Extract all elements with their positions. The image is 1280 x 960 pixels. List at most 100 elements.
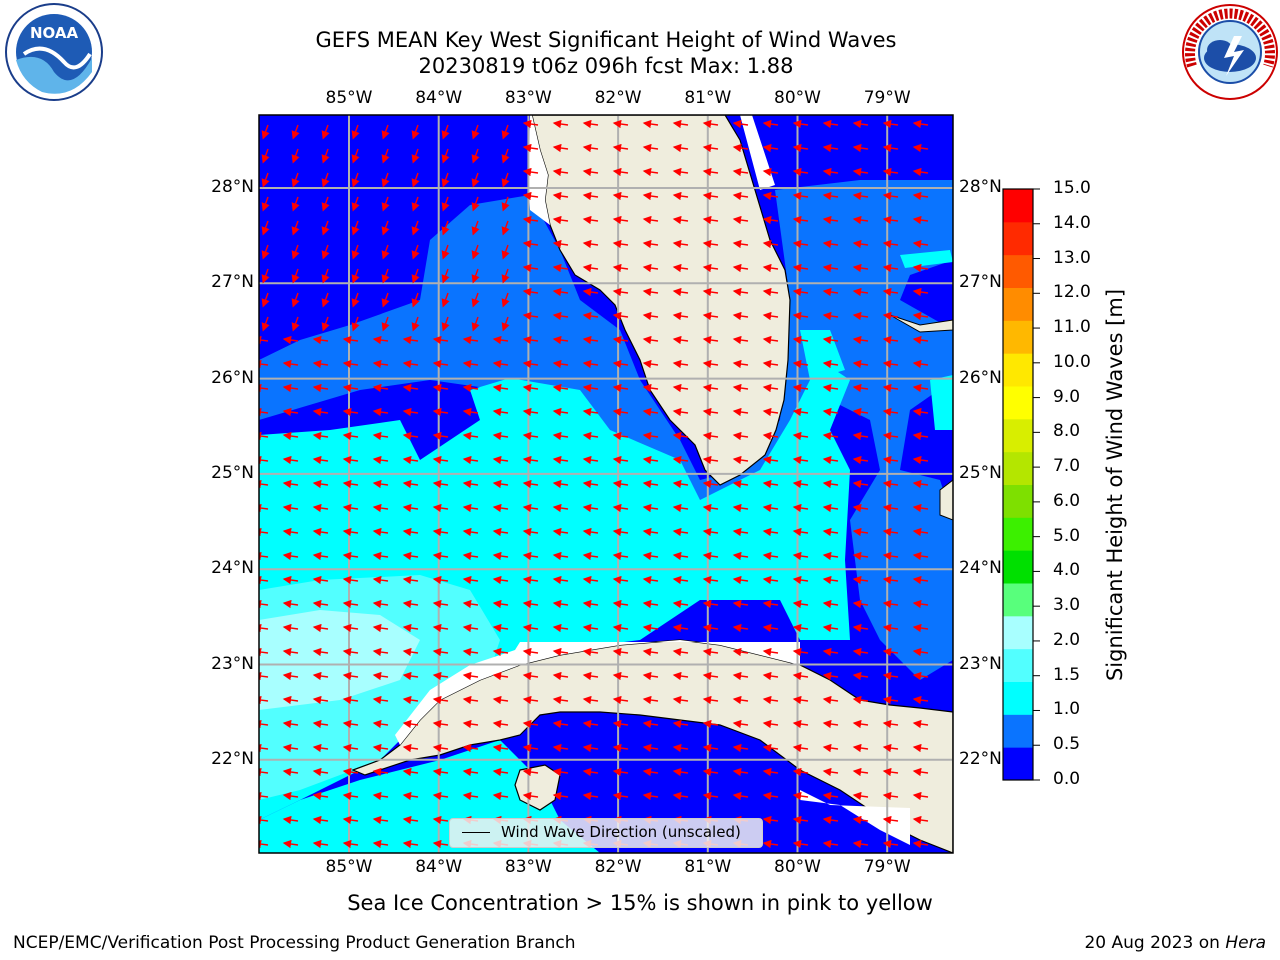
wind-wave-arrow	[732, 623, 749, 633]
wind-wave-arrow	[642, 647, 659, 657]
wind-wave-arrow	[672, 311, 689, 321]
wind-wave-arrow	[342, 383, 359, 393]
wind-wave-arrow	[552, 311, 569, 321]
wind-wave-arrow	[852, 287, 869, 297]
wind-wave-arrow	[381, 196, 390, 212]
latitude-label: 25°N	[959, 462, 1002, 483]
wind-wave-arrow	[582, 119, 599, 129]
wind-wave-arrow	[471, 220, 480, 236]
wind-wave-arrow	[411, 172, 420, 188]
wind-wave-arrow	[282, 719, 299, 729]
wind-wave-arrow	[732, 359, 749, 369]
wind-wave-arrow	[852, 335, 869, 345]
colorbar-segment	[1003, 747, 1033, 781]
wind-wave-arrow	[522, 455, 539, 465]
wind-wave-arrow	[822, 815, 839, 825]
wind-wave-arrow	[762, 743, 779, 753]
wind-wave-arrow	[912, 431, 929, 441]
wind-wave-arrow	[732, 311, 749, 321]
wind-wave-arrow	[402, 839, 419, 849]
wind-wave-arrow	[321, 172, 330, 188]
wind-wave-arrow	[522, 527, 539, 537]
colorbar-tick-label: 6.0	[1053, 490, 1081, 511]
wind-wave-arrow	[552, 119, 569, 129]
wind-wave-arrow	[912, 263, 929, 273]
wind-wave-arrow	[762, 359, 779, 369]
wind-wave-arrow	[912, 839, 929, 849]
wind-wave-arrow	[612, 719, 629, 729]
wind-wave-arrow	[792, 407, 809, 417]
wind-wave-arrow	[882, 119, 899, 129]
wind-wave-arrow	[702, 431, 719, 441]
wind-wave-arrow	[282, 767, 299, 777]
wind-wave-arrow	[492, 407, 509, 417]
wind-wave-arrow	[432, 431, 449, 441]
wind-wave-arrow	[702, 215, 719, 225]
wind-wave-arrow	[259, 335, 269, 345]
wind-wave-arrow	[471, 316, 480, 332]
wind-wave-arrow	[912, 671, 929, 681]
longitude-label: 81°W	[684, 857, 732, 877]
wind-wave-arrow	[259, 791, 269, 801]
wind-wave-arrow	[291, 172, 300, 188]
wind-wave-arrow	[261, 196, 270, 212]
wind-wave-arrow	[702, 455, 719, 465]
colorbar-tick-label: 5.0	[1053, 525, 1081, 546]
wind-wave-arrow	[852, 479, 869, 489]
wind-wave-arrow	[732, 719, 749, 729]
latitude-label: 27°N	[211, 272, 254, 293]
wind-wave-arrow	[261, 316, 270, 332]
wind-wave-arrow	[762, 551, 779, 561]
wind-wave-arrow	[582, 191, 599, 201]
wind-wave-arrow	[702, 119, 719, 129]
colorbar-tick-label: 9.0	[1053, 386, 1081, 407]
wind-wave-arrow	[822, 527, 839, 537]
wind-wave-arrow	[792, 143, 809, 153]
latitude-label: 25°N	[211, 462, 254, 483]
wind-wave-arrow	[312, 575, 329, 585]
colorbar-tick-label: 10.0	[1053, 351, 1091, 372]
wind-wave-arrow	[522, 599, 539, 609]
colorbar-frame	[1002, 188, 1034, 781]
wind-wave-arrow	[282, 623, 299, 633]
wind-wave-arrow	[822, 215, 839, 225]
wind-wave-arrow	[441, 220, 450, 236]
wind-wave-arrow	[552, 455, 569, 465]
wind-wave-arrow	[471, 124, 480, 140]
wind-wave-arrow	[672, 335, 689, 345]
colorbar-segment	[1003, 648, 1033, 682]
wind-wave-arrow	[762, 263, 779, 273]
wind-wave-arrow	[312, 407, 329, 417]
wind-wave-arrow	[522, 575, 539, 585]
wind-wave-arrow	[522, 191, 539, 201]
wind-wave-arrow	[282, 335, 299, 345]
wind-wave-arrow	[882, 527, 899, 537]
wind-wave-arrow	[792, 119, 809, 129]
wind-wave-arrow	[522, 503, 539, 513]
wind-wave-arrow	[372, 839, 389, 849]
wind-wave-arrow	[372, 527, 389, 537]
wind-wave-arrow	[822, 335, 839, 345]
wind-wave-arrow	[402, 647, 419, 657]
wind-wave-arrow	[762, 191, 779, 201]
wind-wave-arrow	[432, 719, 449, 729]
wind-wave-arrow	[441, 172, 450, 188]
wind-wave-arrow	[259, 407, 269, 417]
florida-land	[531, 115, 791, 486]
wind-wave-arrow	[552, 791, 569, 801]
wind-wave-arrow	[792, 239, 809, 249]
wind-wave-arrow	[792, 503, 809, 513]
wind-wave-arrow	[912, 119, 929, 129]
wind-wave-arrow	[822, 479, 839, 489]
wind-wave-arrow	[732, 503, 749, 513]
wind-wave-arrow	[342, 455, 359, 465]
wind-wave-arrow	[522, 647, 539, 657]
wind-wave-arrow	[381, 172, 390, 188]
wind-wave-arrow	[642, 407, 659, 417]
wind-wave-arrow	[372, 815, 389, 825]
wind-wave-arrow	[282, 503, 299, 513]
wind-wave-arrow	[411, 268, 420, 284]
wind-wave-arrow	[582, 719, 599, 729]
wind-wave-arrow	[762, 455, 779, 465]
wind-wave-arrow	[492, 503, 509, 513]
